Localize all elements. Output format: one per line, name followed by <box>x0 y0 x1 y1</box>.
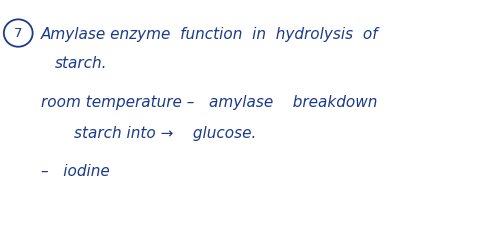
Text: –   iodine: – iodine <box>41 164 109 179</box>
Text: starch.: starch. <box>55 56 108 71</box>
Text: starch into →    glucose.: starch into → glucose. <box>74 126 257 141</box>
Text: 7: 7 <box>14 26 23 40</box>
Text: Amylase enzyme  function  in  hydrolysis  of: Amylase enzyme function in hydrolysis of <box>41 27 378 42</box>
Text: room temperature –   amylase    breakdown: room temperature – amylase breakdown <box>41 95 377 110</box>
